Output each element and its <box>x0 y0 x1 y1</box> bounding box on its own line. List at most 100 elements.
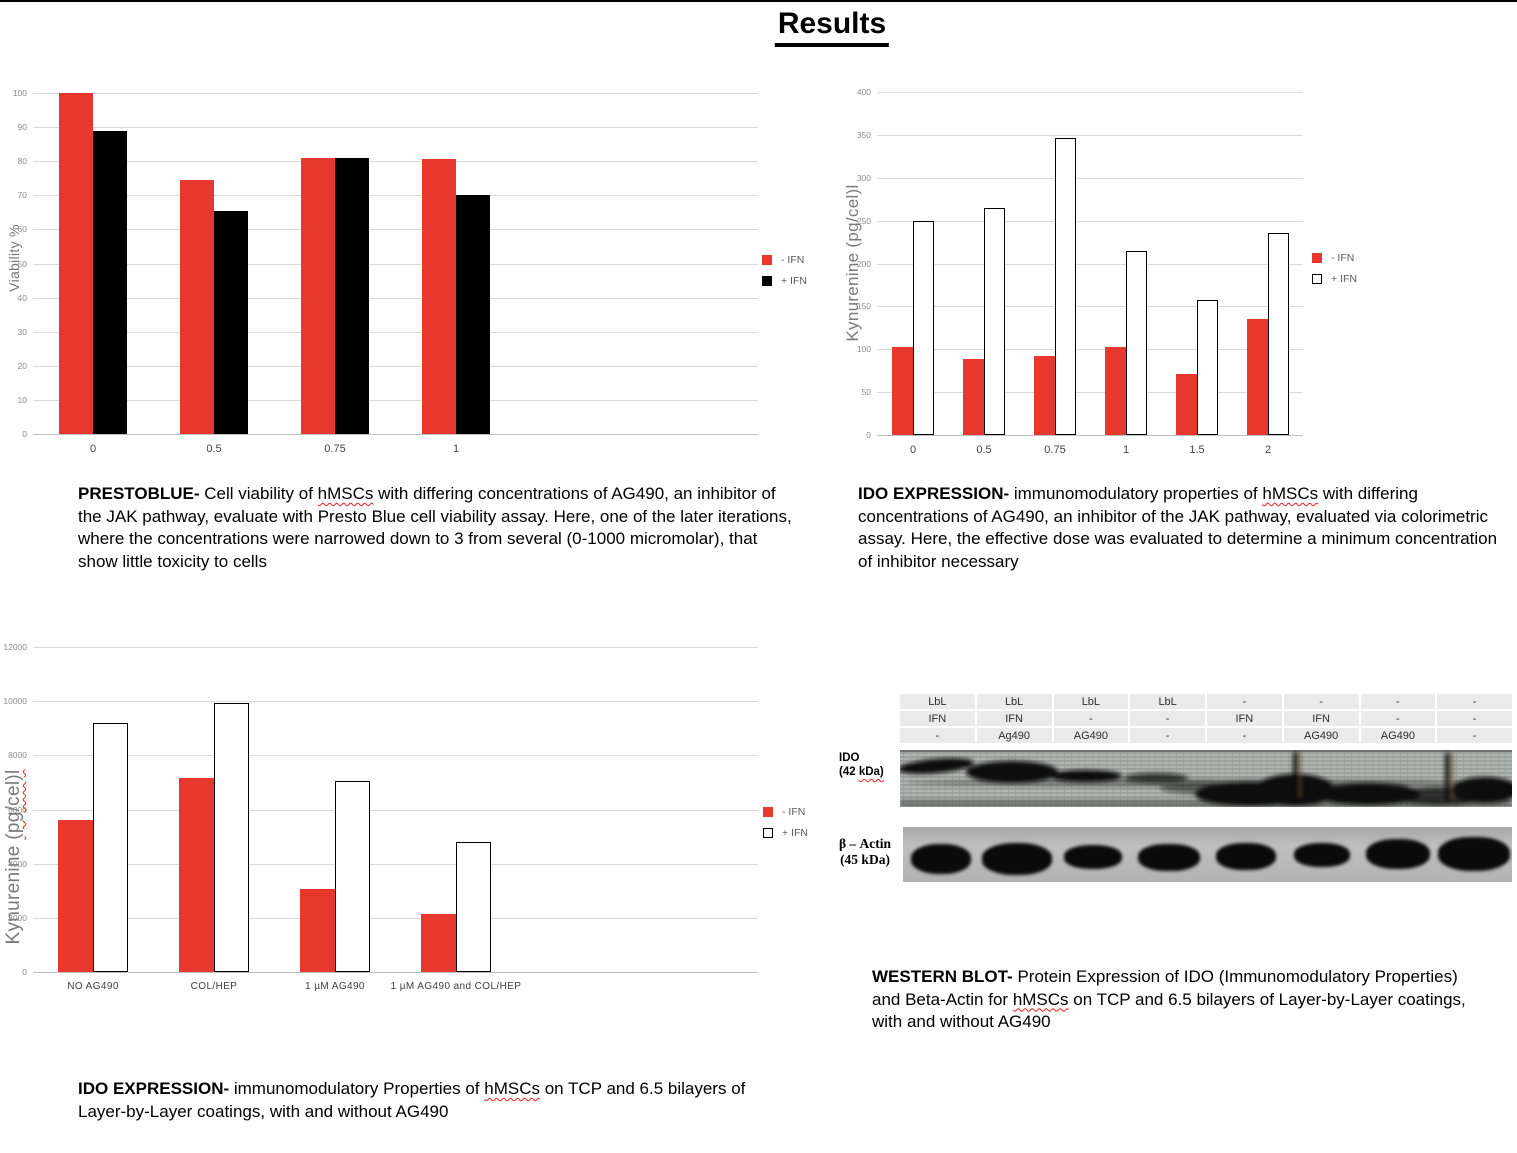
gridline <box>33 918 758 919</box>
bar-plus-ifn-COL/HEP <box>214 703 249 972</box>
western-table-cell-r0c5: - <box>1283 694 1359 709</box>
actin-blot-image <box>903 827 1512 882</box>
caption-lead: PRESTOBLUE- <box>78 484 200 503</box>
prestoblue-caption: PRESTOBLUE- Cell viability of hMSCs with… <box>78 484 792 571</box>
gridline <box>33 972 758 973</box>
western-table-cell-r1c4: IFN <box>1207 711 1282 726</box>
x-axis-tick-label: 1.5 <box>1189 444 1205 456</box>
y-axis-tick-label: 0 <box>22 967 27 977</box>
bar-minus-ifn-COL/HEP <box>179 778 214 972</box>
gridline <box>877 221 1303 222</box>
x-axis-tick-label: 2 <box>1264 444 1272 456</box>
bar-plus-ifn-1 µM AG490 <box>335 781 370 972</box>
viability-legend: - IFN + IFN <box>762 254 807 287</box>
gridline <box>33 810 758 811</box>
western-table-cell-r1c7: - <box>1437 711 1512 726</box>
ido-band-label: IDO (42 kDa) <box>839 752 884 778</box>
western-table-cell-r2c0: - <box>900 728 975 743</box>
minus-ifn-swatch-icon <box>763 807 773 817</box>
gridline <box>877 349 1303 350</box>
legend-item-plus-ifn: + IFN <box>1312 273 1357 285</box>
kda-wavy: kDa) <box>858 766 884 778</box>
bar-minus-ifn-1 µM AG490 <box>300 889 335 972</box>
gridline <box>33 332 758 333</box>
viability-plot-area: 0 10 20 30 40 50 60 70 80 90 100 0 0.5 0.75 1 <box>13 88 758 455</box>
gridline <box>877 306 1303 307</box>
actin-band-lane-5 <box>1216 843 1276 870</box>
ido-coating-caption: IDO EXPRESSION- immunomodulatory Propert… <box>78 1079 746 1121</box>
western-table-cell-r1c5: IFN <box>1283 711 1359 726</box>
gridline <box>877 135 1303 136</box>
gridline <box>33 647 758 648</box>
legend-item-minus-ifn: - IFN <box>1312 252 1357 264</box>
actin-band-lane-3 <box>1064 845 1122 869</box>
ido-coating-legend: - IFN + IFN <box>763 806 808 839</box>
gridline <box>877 264 1303 265</box>
top-border-line <box>0 0 1517 2</box>
y-axis-tick-label: 40 <box>17 293 27 303</box>
y-axis-tick-label: 90 <box>17 122 27 132</box>
y-axis-tick-label: 70 <box>17 190 27 200</box>
bar-minus-ifn-NO AG490 <box>58 820 93 972</box>
bar-minus-ifn-0 <box>892 347 913 435</box>
bar-plus-ifn-NO AG490 <box>93 723 128 972</box>
y-axis-tick-label: 10 <box>17 395 27 405</box>
western-caption: WESTERN BLOT- Protein Expression of IDO … <box>872 967 1466 1032</box>
bar-plus-ifn-1 µM AG490 and COL/HEP <box>456 842 491 972</box>
bar-minus-ifn-0.5 <box>963 359 984 435</box>
gridline <box>33 229 758 230</box>
page-title: Results <box>774 7 890 47</box>
gridline <box>33 161 758 162</box>
y-axis-tick-label: 8000 <box>8 750 27 760</box>
y-axis-tick-label: 60 <box>17 224 27 234</box>
legend-item-plus-ifn: + IFN <box>762 275 807 287</box>
y-axis-tick-label: 200 <box>856 259 871 269</box>
gridline <box>877 92 1303 93</box>
western-table-cell-r2c3: - <box>1130 728 1205 743</box>
y-axis-tick-label: 80 <box>17 156 27 166</box>
y-axis-tick-label: 2000 <box>8 913 27 923</box>
gridline <box>33 434 758 435</box>
y-axis-tick-label: 250 <box>856 216 871 226</box>
gridline <box>33 195 758 196</box>
bar-plus-ifn-2 <box>1268 233 1289 435</box>
western-table-cell-r0c1: LbL <box>976 694 1052 709</box>
western-table-cell-r1c6: - <box>1360 711 1436 726</box>
x-axis-tick-label: COL/HEP <box>190 981 238 992</box>
legend-item-plus-ifn: + IFN <box>763 827 808 839</box>
actin-band-lane-7 <box>1366 839 1430 869</box>
y-axis-tick-label: 30 <box>17 327 27 337</box>
gridline <box>33 93 758 94</box>
y-axis-tick-label: 150 <box>856 301 871 311</box>
x-axis-tick-label: 1 <box>452 443 460 455</box>
caption-lead: IDO EXPRESSION- <box>858 484 1010 503</box>
western-table-cell-r1c2: - <box>1053 711 1129 726</box>
western-table-cell-r0c3: LbL <box>1130 694 1205 709</box>
gridline <box>877 435 1303 436</box>
western-table-cell-r2c7: - <box>1437 728 1512 743</box>
bar-plus-ifn-0.5 <box>984 208 1005 435</box>
western-table-cell-r1c3: - <box>1130 711 1205 726</box>
bar-minus-ifn-2 <box>1247 319 1268 435</box>
x-axis-tick-label: NO AG490 <box>67 981 119 992</box>
bar-minus-ifn-0.5 <box>180 180 214 434</box>
gridline <box>33 298 758 299</box>
legend-label: - IFN <box>782 806 806 818</box>
gridline <box>33 400 758 401</box>
gridline <box>33 864 758 865</box>
legend-item-minus-ifn: - IFN <box>762 254 807 266</box>
western-table-cell-r2c6: AG490 <box>1360 728 1436 743</box>
bar-plus-ifn-0 <box>913 221 934 435</box>
western-table-cell-r0c7: - <box>1437 694 1512 709</box>
gridline <box>33 755 758 756</box>
misspelled-word: hMSCs <box>317 484 374 503</box>
x-axis-tick-label: 0.5 <box>976 444 992 456</box>
x-axis-tick-label: 1 <box>1122 444 1130 456</box>
legend-label: + IFN <box>1331 273 1357 285</box>
misspelled-word: hMSCs <box>1012 989 1069 1009</box>
x-axis-tick-label: 0 <box>89 443 97 455</box>
y-axis-tick-label: 0 <box>866 430 871 440</box>
ido-blot-image <box>900 750 1512 807</box>
ido-coating-plot-area: 0 2000 4000 6000 8000 10000 12000 NO AG490 COL/H… <box>3 642 758 992</box>
